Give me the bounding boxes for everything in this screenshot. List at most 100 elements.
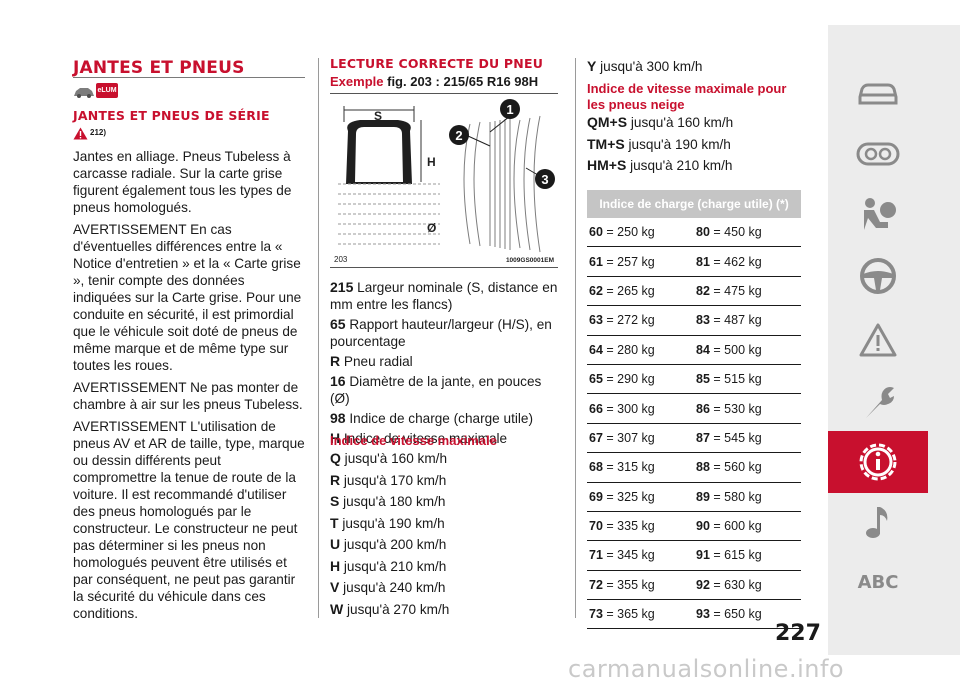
load-index-value: = 300 kg	[606, 401, 655, 416]
sidebar-item-index[interactable]: ABC	[828, 555, 928, 609]
load-index-cell: 70 = 335 kg	[587, 511, 694, 542]
callout-3	[535, 169, 555, 189]
speed-item: R jusqu'à 170 km/h	[330, 471, 447, 488]
tire-legend: 215 Largeur nominale (S, distance en mm …	[330, 279, 558, 450]
warning-icon	[73, 127, 88, 140]
load-index-value: = 355 kg	[606, 577, 655, 592]
speed-item: S jusqu'à 180 km/h	[330, 493, 446, 509]
load-index-cell: 90 = 600 kg	[694, 511, 801, 542]
load-index-row: 72 = 355 kg 92 = 630 kg	[587, 570, 801, 601]
load-index-key: 62	[589, 283, 603, 298]
sidebar-item-service[interactable]	[828, 375, 928, 429]
load-index-key: 67	[589, 430, 603, 445]
load-index-value: = 545 kg	[713, 430, 762, 445]
load-index-value: = 475 kg	[713, 283, 762, 298]
legend-item: 98 Indice de charge (charge utile)	[330, 410, 533, 426]
load-index-row: 68 = 315 kg 88 = 560 kg	[587, 452, 801, 483]
snow-speed-item: QM+S jusqu'à 160 km/h	[587, 114, 734, 130]
load-index-value: = 272 kg	[606, 313, 655, 328]
load-index-value: = 280 kg	[606, 342, 655, 357]
load-index-value: = 500 kg	[713, 342, 762, 357]
car-outline-icon	[73, 85, 95, 98]
load-index-key: 72	[589, 577, 603, 592]
sidebar-item-multimedia[interactable]	[828, 495, 928, 549]
load-index-key: 66	[589, 401, 603, 416]
callout-1	[500, 99, 520, 119]
example-value: fig. 203 : 215/65 R16 98H	[387, 74, 539, 89]
load-index-cell: 87 = 545 kg	[694, 423, 801, 454]
sidebar-item-warning[interactable]	[828, 313, 928, 367]
load-index-key: 90	[696, 519, 710, 534]
snow-speed-list: QM+S jusqu'à 160 km/h TM+S jusqu'à 190 k…	[587, 112, 733, 177]
load-index-cell: 63 = 272 kg	[587, 305, 694, 336]
load-index-cell: 81 = 462 kg	[694, 246, 801, 277]
load-index-row: 65 = 290 kg 85 = 515 kg	[587, 364, 801, 395]
legend-item: 16 Diamètre de la jante, en pouces (Ø)	[330, 373, 542, 406]
snow-speed-title: Indice de vitesse maximale pour les pneu…	[587, 81, 787, 112]
load-index-cell: 92 = 630 kg	[694, 570, 801, 601]
load-index-key: 70	[589, 519, 603, 534]
load-index-cell: 61 = 257 kg	[587, 246, 694, 277]
airbag-icon	[864, 198, 896, 230]
load-index-value: = 365 kg	[606, 607, 655, 622]
tire-figure: S H Ø 1	[330, 93, 558, 268]
load-index-value: = 345 kg	[606, 548, 655, 563]
load-index-key: 80	[696, 225, 710, 240]
load-index-cell: 60 = 250 kg	[587, 218, 694, 248]
load-index-key: 61	[589, 254, 603, 269]
speed-item: V jusqu'à 240 km/h	[330, 579, 446, 595]
load-index-value: = 450 kg	[713, 225, 762, 240]
callout-1-label: 1	[506, 102, 513, 117]
section-title: JANTES ET PNEUS	[73, 58, 245, 78]
load-index-cell: 89 = 580 kg	[694, 482, 801, 512]
callout-2	[449, 125, 469, 145]
paragraph-warning-1: AVERTISSEMENT En cas d'éventuelles diffé…	[73, 222, 302, 373]
load-index-key: 68	[589, 460, 603, 475]
sidebar-item-dashboard[interactable]	[828, 127, 928, 181]
load-index-value: = 615 kg	[713, 548, 762, 563]
load-index-key: 71	[589, 548, 603, 563]
load-index-key: 91	[696, 548, 710, 563]
legend-item: R Pneu radial	[330, 353, 413, 369]
load-index-cell: 68 = 315 kg	[587, 452, 694, 483]
load-index-key: 82	[696, 283, 710, 298]
label-diameter: Ø	[427, 221, 436, 235]
speed-item: W jusqu'à 270 km/h	[330, 600, 450, 617]
sidebar-item-car[interactable]	[828, 65, 928, 119]
load-index-row: 69 = 325 kg 89 = 580 kg	[587, 482, 801, 512]
load-index-header: Indice de charge (charge utile) (*)	[587, 190, 801, 218]
load-index-cell: 83 = 487 kg	[694, 305, 801, 336]
load-index-key: 85	[696, 372, 710, 387]
load-index-key: 83	[696, 313, 710, 328]
load-index-cell: 85 = 515 kg	[694, 364, 801, 395]
snow-speed-item: TM+S jusqu'à 190 km/h	[587, 135, 731, 152]
load-index-value: = 335 kg	[606, 519, 655, 534]
load-index-row: 62 = 265 kg 82 = 475 kg	[587, 276, 801, 307]
sidebar-item-technical-data[interactable]	[828, 431, 928, 493]
abc-label: ABC	[857, 571, 899, 593]
sidebar-item-steering[interactable]	[828, 249, 928, 303]
load-index-row: 71 = 345 kg 91 = 615 kg	[587, 540, 801, 571]
load-index-cell: 88 = 560 kg	[694, 452, 801, 483]
callout-2-label: 2	[455, 128, 462, 143]
legend-item: 65 Rapport hauteur/largeur (H/S), en pou…	[330, 316, 552, 349]
label-s: S	[374, 109, 382, 123]
legend-item: H Indice de vitesse maximale	[330, 430, 508, 446]
steering-wheel-icon	[860, 258, 896, 294]
callout-3-label: 3	[541, 172, 548, 187]
load-index-key: 60	[589, 225, 603, 240]
chapter-sidebar: ABC	[828, 25, 960, 660]
load-index-row: 66 = 300 kg 86 = 530 kg	[587, 393, 801, 424]
snow-speed-item: HM+S jusqu'à 210 km/h	[587, 157, 733, 173]
reference-number: 212)	[90, 128, 107, 137]
load-index-value: = 325 kg	[606, 489, 655, 504]
load-index-table: Indice de charge (charge utile) (*) 60 =…	[587, 190, 801, 630]
load-index-value: = 290 kg	[606, 372, 655, 387]
speed-item: T jusqu'à 190 km/h	[330, 514, 445, 531]
load-index-value: = 462 kg	[713, 254, 762, 269]
load-index-cell: 86 = 530 kg	[694, 393, 801, 424]
sidebar-item-airbag[interactable]	[828, 187, 928, 241]
car-icon	[858, 83, 898, 105]
load-index-cell: 66 = 300 kg	[587, 393, 694, 424]
load-index-value: = 630 kg	[713, 577, 762, 592]
